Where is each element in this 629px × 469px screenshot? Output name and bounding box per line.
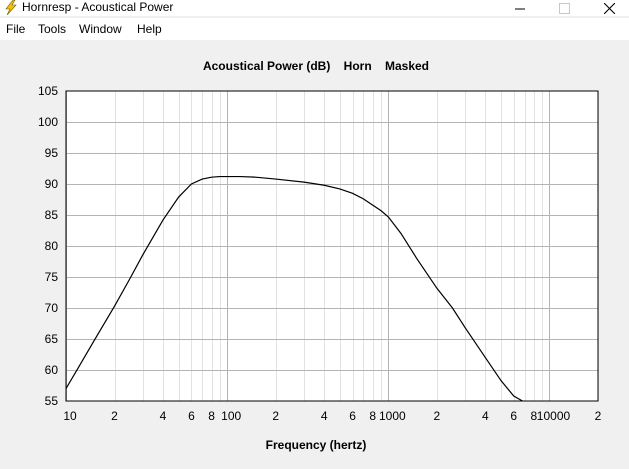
x-tick-label: 8 <box>531 409 538 423</box>
maximize-icon <box>558 2 570 14</box>
x-tick-label: 4 <box>160 409 167 423</box>
acoustical-power-chart: Acoustical Power (dB) Horn Masked 105 100… <box>38 59 602 452</box>
menu-file[interactable]: File <box>6 22 26 36</box>
y-tick-label: 75 <box>45 270 59 284</box>
x-tick-label: 2 <box>433 409 440 423</box>
x-tick-label: 2 <box>272 409 279 423</box>
x-tick-label: 6 <box>349 409 356 423</box>
x-tick-label: 4 <box>321 409 328 423</box>
lightning-bolt-icon <box>5 0 17 15</box>
minimize-button[interactable] <box>497 0 543 16</box>
x-tick-label: 8 <box>369 409 376 423</box>
series-line <box>65 175 523 402</box>
y-tick-label: 80 <box>45 239 59 253</box>
close-button[interactable] <box>586 0 629 16</box>
plot-border <box>65 90 599 402</box>
y-tick-label: 70 <box>45 301 59 315</box>
chart-area: Acoustical Power (dB) Horn Masked 105 100… <box>0 40 629 469</box>
y-tick-label: 100 <box>38 115 58 129</box>
y-tick-label: 85 <box>45 208 59 222</box>
window-title: Hornresp - Acoustical Power <box>22 0 174 14</box>
x-tick-label: 2 <box>111 409 118 423</box>
x-tick-label: 6 <box>188 409 195 423</box>
menu-help[interactable]: Help <box>137 22 162 36</box>
close-icon <box>603 2 615 14</box>
x-tick-label: 10 <box>63 409 77 423</box>
x-tick-label: 8 <box>208 409 215 423</box>
title-bar: Hornresp - Acoustical Power <box>0 0 629 16</box>
x-tick-label: 100 <box>221 409 241 423</box>
chart-title: Acoustical Power (dB) Horn Masked <box>203 59 429 73</box>
y-tick-label: 55 <box>45 394 59 408</box>
x-axis-label: Frequency (hertz) <box>266 438 367 452</box>
x-tick-label: 4 <box>482 409 489 423</box>
y-tick-label: 105 <box>38 84 58 98</box>
x-tick-label: 1000 <box>379 409 406 423</box>
grid <box>66 91 599 401</box>
maximize-button[interactable] <box>541 0 587 16</box>
menu-bar: File Tools Window Help <box>0 18 629 40</box>
y-tick-label: 65 <box>45 332 59 346</box>
x-axis-ticks: 10 2 4 6 8 100 2 4 6 8 1000 2 4 6 8 10000 2 <box>63 409 601 423</box>
minimize-icon <box>515 8 525 10</box>
x-tick-label: 6 <box>510 409 517 423</box>
menu-tools[interactable]: Tools <box>38 22 67 36</box>
y-tick-label: 60 <box>45 363 59 377</box>
y-tick-label: 95 <box>45 146 59 160</box>
menu-window[interactable]: Window <box>79 22 122 36</box>
x-tick-label: 10000 <box>537 409 571 423</box>
x-tick-label: 2 <box>595 409 602 423</box>
y-axis-ticks: 105 100 95 90 85 80 75 70 65 60 55 <box>38 84 58 408</box>
y-tick-label: 90 <box>45 177 59 191</box>
